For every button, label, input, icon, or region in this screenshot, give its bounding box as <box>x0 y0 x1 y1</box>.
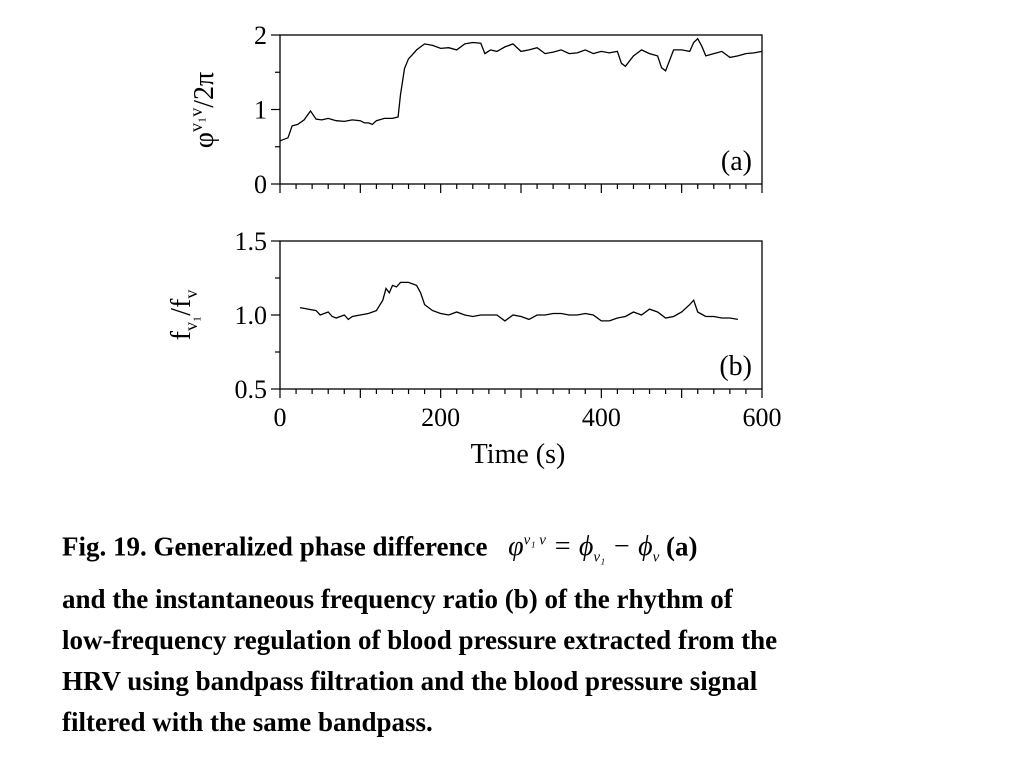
formula-sub-1: v₁ <box>593 549 606 566</box>
panel-a-x-ticks <box>279 184 763 193</box>
panel-b: 0 200 400 600 0.5 1.0 1.5 (b) fv₁/fv Time (s) <box>166 227 782 470</box>
panel-b-frame <box>279 240 763 390</box>
panel-b-x-tick-label: 200 <box>421 403 460 432</box>
panel-a-label: (a) <box>721 146 752 177</box>
formula-eq: = ϕ <box>545 531 594 563</box>
panel-a-y-tick-label: 0 <box>254 170 267 199</box>
caption-formula: φv₁ v = ϕv₁ − ϕv <box>494 531 659 566</box>
caption-lead: Fig. 19. Generalized phase difference <box>62 531 488 562</box>
caption-line-1: Fig. 19. Generalized phase difference φv… <box>62 521 1002 579</box>
figure: 0 1 2 (a) φv₁v/2π 0 200 400 600 0.5 1.0 1.5 (b)… <box>166 21 782 470</box>
panel-b-y-axis-title: fv₁/fv <box>166 290 201 341</box>
x-axis-title: Time (s) <box>471 439 566 470</box>
formula-minus: − ϕ <box>605 531 653 563</box>
panel-a-y-axis-title: φv₁v/2π <box>186 72 220 148</box>
figure-caption: Fig. 19. Generalized phase difference φv… <box>62 521 1002 743</box>
panel-a-frame <box>279 34 763 185</box>
panel-b-x-tick-label: 0 <box>274 403 287 432</box>
formula-sub-2: v <box>652 549 660 566</box>
panel-b-series-line <box>299 281 739 322</box>
panel-a-y-ticks: 0 1 2 <box>254 21 280 199</box>
panel-b-x-tick-label: 400 <box>582 403 621 432</box>
caption-line-5: filtered with the same bandpass. <box>62 706 433 737</box>
panel-b-y-tick-label: 0.5 <box>235 375 268 404</box>
caption-line-4: HRV using bandpass filtration and the bl… <box>62 665 758 696</box>
panel-a-y-tick-label: 1 <box>254 96 267 125</box>
panel-b-y-tick-label: 1.0 <box>235 301 268 330</box>
panel-b-label: (b) <box>719 351 752 382</box>
panel-b-x-ticks: 0 200 400 600 <box>274 389 782 432</box>
formula-phi: φ <box>508 531 524 563</box>
caption-line-3: low-frequency regulation of blood pressu… <box>62 624 778 655</box>
panel-b-x-tick-label: 600 <box>743 403 782 432</box>
panel-b-y-tick-label: 1.5 <box>235 227 268 256</box>
caption-line-2: and the instantaneous frequency ratio (b… <box>62 583 733 614</box>
panel-a: 0 1 2 (a) φv₁v/2π <box>186 21 763 199</box>
formula-superscript: v₁ v <box>523 533 546 549</box>
panel-a-y-tick-label: 2 <box>254 21 267 50</box>
panel-a-series-line <box>279 37 763 142</box>
panel-b-y-ticks: 0.5 1.0 1.5 <box>235 227 280 404</box>
caption-panel-ref: (a) <box>666 531 698 562</box>
